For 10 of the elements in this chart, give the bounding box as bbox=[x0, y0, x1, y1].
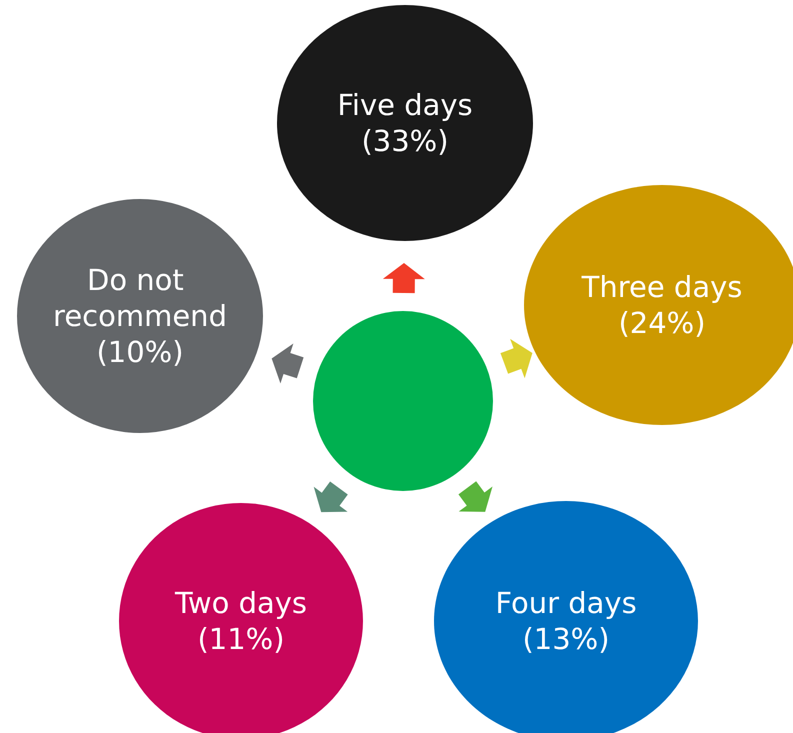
category-label: Do not recommend bbox=[53, 263, 227, 333]
data-label: (33%) bbox=[361, 124, 449, 158]
category-label: Four days bbox=[495, 586, 637, 620]
category-label: Two days bbox=[174, 586, 308, 620]
data-label: (13%) bbox=[522, 622, 610, 656]
data-label: (10%) bbox=[96, 335, 184, 369]
category-label: Three days bbox=[580, 270, 742, 304]
data-label: (24%) bbox=[618, 306, 706, 340]
data-label: (11%) bbox=[197, 622, 285, 656]
category-label: Five days bbox=[337, 88, 473, 122]
